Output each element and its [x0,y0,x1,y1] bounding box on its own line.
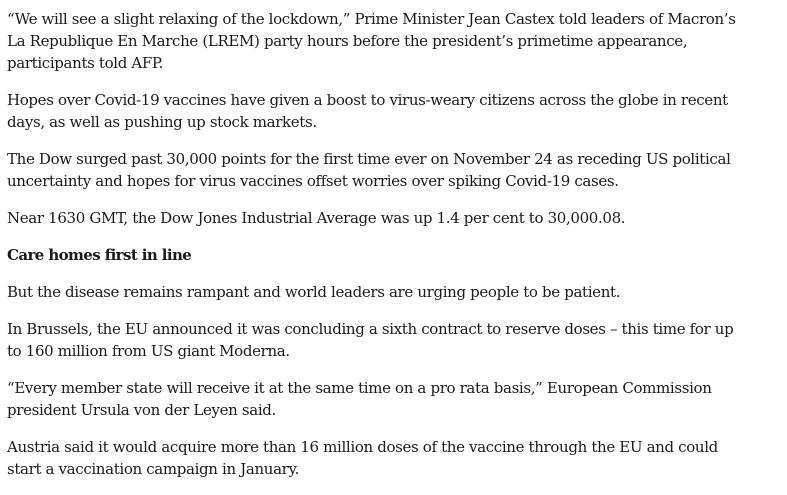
paragraph-dow-figure: Near 1630 GMT, the Dow Jones Industrial … [7,209,626,227]
paragraph-von-der-leyen: “Every member state will receive it at t… [7,379,712,419]
paragraph-austria: Austria said it would acquire more than … [7,438,718,478]
subheading: Care homes first in line [7,246,192,264]
paragraph-vaccine-hopes: Hopes over Covid-19 vaccines have given … [7,91,728,131]
paragraph-disease-rampant: But the disease remains rampant and worl… [7,283,621,301]
paragraph-dow-surge: The Dow surged past 30,000 points for th… [7,150,731,190]
paragraph-eu-moderna: In Brussels, the EU announced it was con… [7,320,734,360]
article-body: “We will see a slight relaxing of the lo… [7,8,737,495]
paragraph-castex-quote: “We will see a slight relaxing of the lo… [7,10,736,72]
